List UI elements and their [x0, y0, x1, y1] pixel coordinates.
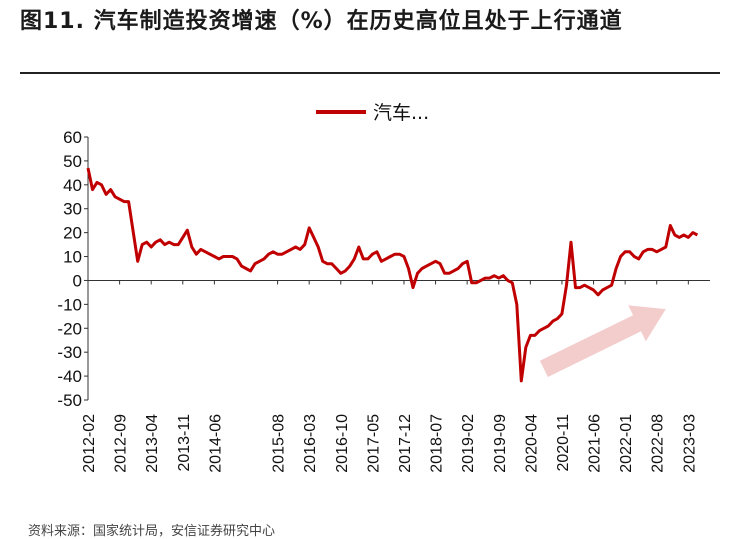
y-tick-label: 20 [63, 224, 82, 243]
legend: 汽车... [316, 102, 429, 124]
x-tick-label: 2014-06 [207, 414, 224, 473]
x-tick-label: 2019-02 [460, 414, 477, 473]
y-axis-labels: 60 50 40 30 20 10 0 -10 -20 -30 -40 -50 [57, 128, 82, 410]
y-tick-label: 0 [73, 271, 82, 290]
x-tick-label: 2017-05 [365, 414, 382, 473]
trend-arrow [539, 305, 666, 377]
source-note: 资料来源：国家统计局，安信证券研究中心 [28, 524, 276, 539]
x-tick-label: 2017-12 [397, 414, 414, 473]
x-tick-label: 2022-08 [650, 414, 667, 473]
x-tick-label: 2016-10 [334, 414, 351, 473]
y-tick-label: 60 [63, 128, 82, 147]
y-tick-label: -20 [57, 319, 82, 338]
y-tick-label: -10 [57, 295, 82, 314]
y-tick-label: 10 [63, 248, 82, 267]
x-tick-label: 2013-04 [144, 414, 161, 473]
x-tick-label: 2013-11 [176, 414, 193, 472]
x-tick-label: 2018-07 [429, 414, 446, 473]
x-tick-label: 2012-02 [81, 414, 98, 473]
x-tick-label: 2012-09 [113, 414, 130, 473]
trend-arrow-layer [539, 305, 666, 377]
y-tick-label: 40 [63, 176, 82, 195]
x-tick-label: 2020-11 [555, 414, 572, 472]
chart-title: 图11. 汽车制造投资增速（%）在历史高位且处于上行通道 [20, 9, 623, 34]
x-tick-label: 2023-03 [681, 414, 698, 473]
x-tick-label: 2021-06 [587, 414, 604, 473]
y-tick-label: -30 [57, 343, 82, 362]
series-line [86, 167, 699, 383]
title-divider [20, 72, 720, 74]
y-tick-label: 50 [63, 152, 82, 171]
x-tick-label: 2020-04 [523, 414, 540, 473]
y-tick-label: -40 [57, 367, 82, 386]
chart-axes [84, 136, 710, 401]
x-tick-label: 2022-01 [618, 414, 635, 473]
y-tick-label: -50 [57, 391, 82, 410]
x-tick-label: 2015-08 [271, 414, 288, 473]
x-tick-label: 2019-09 [492, 414, 509, 473]
y-tick-label: 30 [63, 200, 82, 219]
legend-label: 汽车... [373, 102, 429, 124]
series-layer [86, 167, 699, 383]
x-axis-labels: 2012-02 2012-09 2013-04 2013-11 2014-06 2015-… [81, 414, 698, 473]
x-tick-label: 2016-03 [302, 414, 319, 473]
